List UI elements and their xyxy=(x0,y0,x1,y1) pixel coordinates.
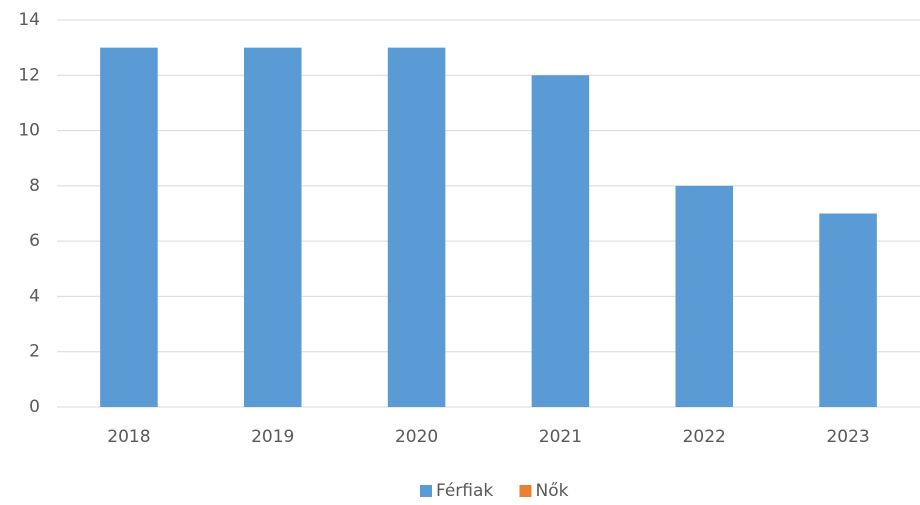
y-tick-label: 6 xyxy=(29,231,40,251)
y-tick-label: 4 xyxy=(29,286,40,306)
bar xyxy=(387,47,446,408)
legend-swatch xyxy=(420,485,432,497)
x-tick-label: 2018 xyxy=(107,427,150,447)
bar xyxy=(531,75,590,408)
x-tick-label: 2020 xyxy=(395,427,438,447)
y-tick-label: 0 xyxy=(29,397,40,417)
x-tick-label: 2023 xyxy=(826,427,869,447)
y-tick-label: 14 xyxy=(18,10,40,30)
bar xyxy=(243,47,302,408)
bar xyxy=(819,213,877,407)
x-tick-label: 2019 xyxy=(251,427,294,447)
y-tick-label: 8 xyxy=(29,176,40,196)
y-tick-label: 2 xyxy=(29,342,40,362)
bar xyxy=(100,47,158,408)
y-tick-label: 10 xyxy=(18,121,40,141)
x-tick-label: 2021 xyxy=(539,427,582,447)
legend-label: Nők xyxy=(536,481,569,501)
x-tick-label: 2022 xyxy=(683,427,726,447)
bar xyxy=(675,185,734,407)
y-tick-label: 12 xyxy=(18,65,40,85)
legend-label: Férfiak xyxy=(436,481,493,501)
legend-swatch xyxy=(519,485,532,497)
